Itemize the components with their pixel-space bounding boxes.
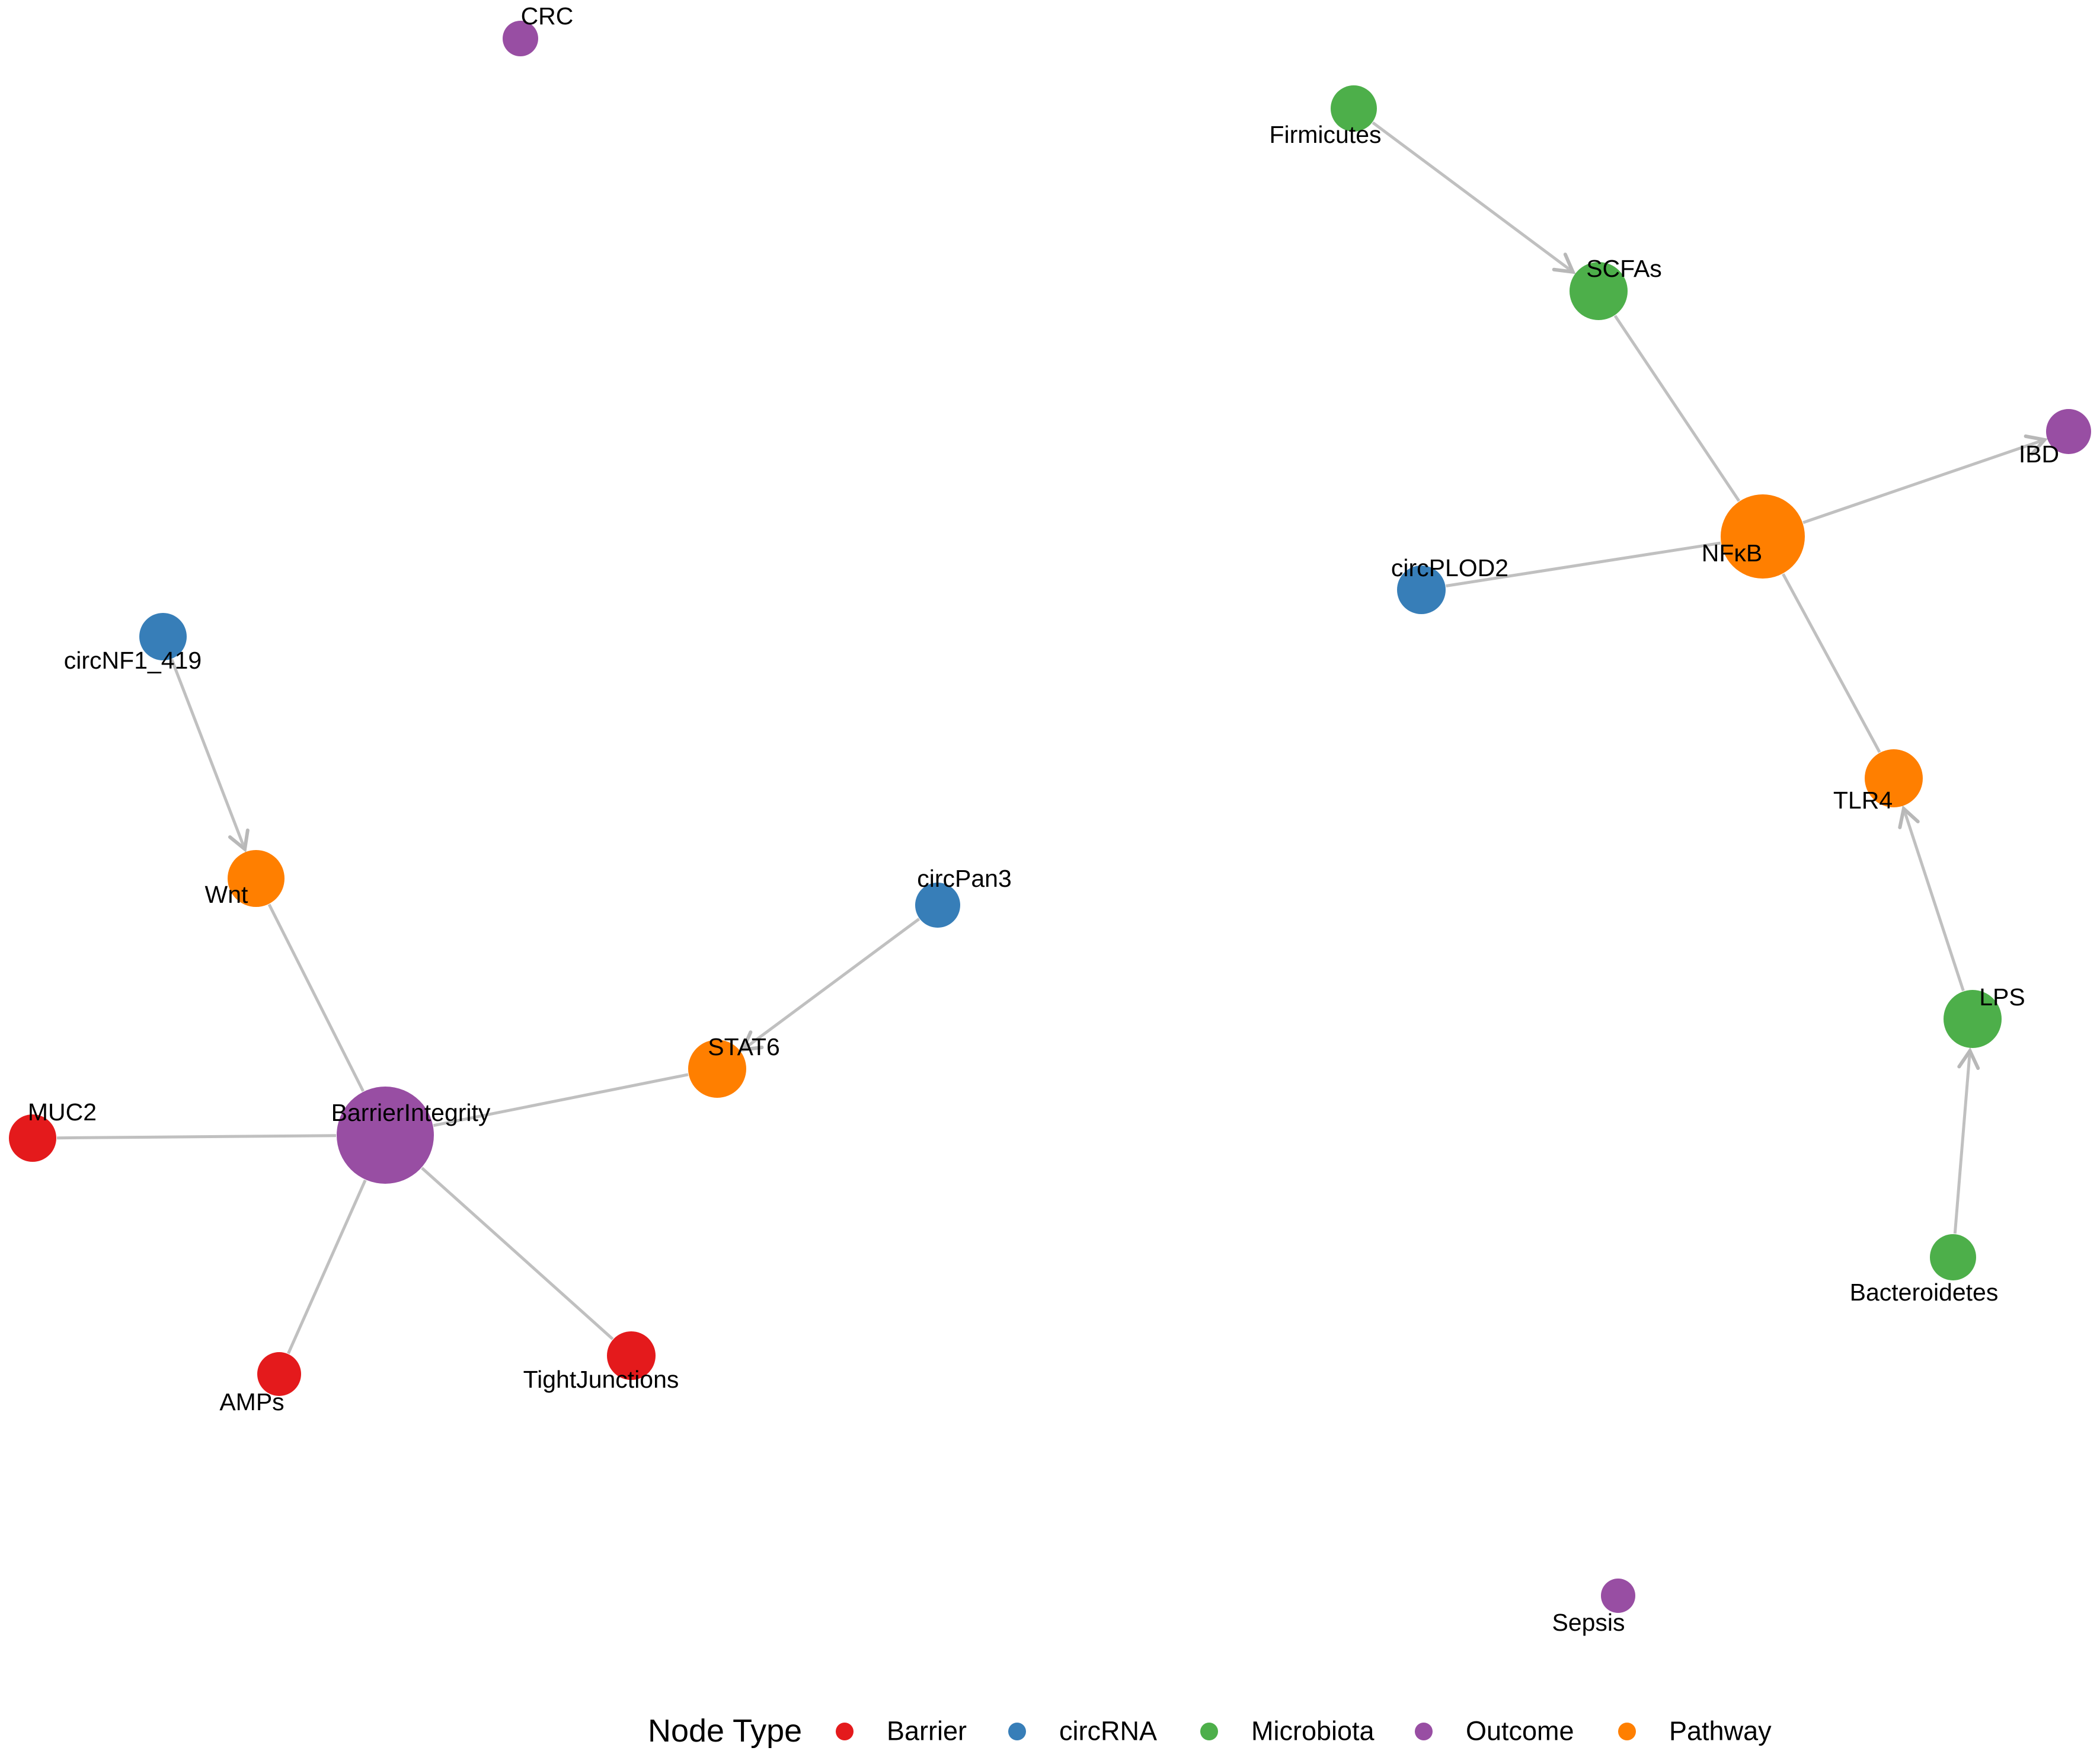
legend-label-Outcome: Outcome xyxy=(1466,1716,1574,1746)
node-circPan3 xyxy=(915,883,960,928)
node-label-circNF1_419: circNF1_419 xyxy=(64,647,202,674)
node-Bacteroidetes xyxy=(1930,1234,1976,1280)
legend-label-Microbiota: Microbiota xyxy=(1251,1716,1375,1746)
edge-SCFAs-NFkB xyxy=(1613,315,1741,502)
node-label-STAT6: STAT6 xyxy=(708,1033,780,1060)
edge-TLR4-NFkB xyxy=(1782,573,1881,753)
node-label-circPan3: circPan3 xyxy=(917,865,1012,892)
edges-layer xyxy=(56,121,2045,1354)
node-label-BarrierIntegrity: BarrierIntegrity xyxy=(331,1099,491,1126)
node-NFkB xyxy=(1721,494,1805,579)
node-circNF1_419 xyxy=(139,613,187,660)
edge-STAT6-BarrierIntegrity xyxy=(433,1073,689,1127)
node-CRC xyxy=(503,21,538,56)
legend-title: Node Type xyxy=(648,1713,802,1749)
node-label-Sepsis: Sepsis xyxy=(1552,1609,1625,1636)
legend-dot-Microbiota xyxy=(1200,1723,1218,1740)
node-label-NFkB: NFκB xyxy=(1702,539,1763,567)
edge-Firmicutes-SCFAs xyxy=(1372,121,1574,273)
node-TightJunctions xyxy=(607,1331,656,1380)
legend-dot-Pathway xyxy=(1618,1723,1636,1740)
node-IBD xyxy=(2046,409,2091,454)
node-TLR4 xyxy=(1865,749,1923,807)
node-label-Firmicutes: Firmicutes xyxy=(1269,121,1381,148)
edge-circPan3-STAT6 xyxy=(742,918,920,1050)
node-label-Bacteroidetes: Bacteroidetes xyxy=(1850,1279,1999,1306)
node-BarrierIntegrity xyxy=(337,1087,434,1184)
node-label-LPS: LPS xyxy=(1979,983,2025,1011)
node-Wnt xyxy=(228,850,285,907)
node-LPS xyxy=(1944,990,2002,1048)
legend-label-circRNA: circRNA xyxy=(1059,1716,1157,1746)
node-Firmicutes xyxy=(1331,85,1377,132)
edge-MUC2-BarrierIntegrity xyxy=(56,1134,337,1140)
legend-dot-Barrier xyxy=(836,1723,854,1740)
legend-dot-circRNA xyxy=(1008,1723,1026,1740)
node-label-TLR4: TLR4 xyxy=(1833,787,1893,814)
node-AMPs xyxy=(257,1352,301,1396)
node-label-SCFAs: SCFAs xyxy=(1586,255,1662,282)
edge-circPLOD2-NFkB xyxy=(1446,541,1721,587)
node-MUC2 xyxy=(9,1114,56,1162)
node-label-IBD: IBD xyxy=(2019,440,2059,468)
nodes-layer xyxy=(9,21,2091,1613)
edge-LPS-TLR4 xyxy=(1903,807,1965,992)
node-SCFAs xyxy=(1570,262,1628,320)
labels-layer: CRC Firmicutes SCFAs IBD NFκB circPLOD2 circNF… xyxy=(28,2,2059,1636)
edge-AMPs-BarrierIntegrity xyxy=(287,1179,367,1354)
edge-Bacteroidetes-LPS xyxy=(1953,1050,1970,1234)
legend-label-Barrier: Barrier xyxy=(887,1716,967,1746)
node-circPLOD2 xyxy=(1397,566,1446,614)
edge-circNF1_419-Wnt xyxy=(170,659,245,850)
legend-label-Pathway: Pathway xyxy=(1669,1716,1772,1746)
legend-dot-Outcome xyxy=(1415,1723,1433,1740)
node-STAT6 xyxy=(688,1040,746,1098)
edge-NFkB-IBD xyxy=(1802,439,2045,524)
node-label-circPLOD2: circPLOD2 xyxy=(1391,554,1508,582)
node-label-CRC: CRC xyxy=(521,2,574,30)
node-label-AMPs: AMPs xyxy=(219,1388,284,1416)
node-label-MUC2: MUC2 xyxy=(28,1098,97,1126)
legend: Node Type Barrier circRNA Microbiota Outcome… xyxy=(648,1713,1772,1749)
node-label-TightJunctions: TightJunctions xyxy=(523,1366,679,1393)
edge-TightJunctions-BarrierIntegrity xyxy=(421,1167,614,1340)
node-Sepsis xyxy=(1601,1579,1635,1613)
edge-Wnt-BarrierIntegrity xyxy=(267,903,365,1092)
node-label-Wnt: Wnt xyxy=(205,881,249,908)
